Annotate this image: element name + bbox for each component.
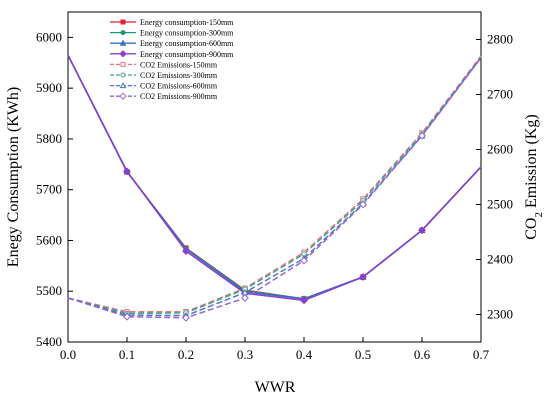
legend-label: CO2 Emissions-900mm (140, 92, 218, 101)
y-tick-label-left: 6000 (36, 29, 62, 44)
y-axis-label-left: Enegy Consumption (KWh) (5, 87, 22, 267)
data-point-marker (418, 131, 426, 140)
series-line (67, 54, 482, 302)
data-point-marker (120, 30, 126, 36)
legend-label: Energy consumption-300mm (140, 29, 234, 38)
y-tick-label-left: 5400 (36, 334, 62, 349)
legend-label: CO2 Emissions-300mm (140, 71, 218, 80)
data-point-marker (300, 296, 308, 305)
x-tick-label: 0.6 (414, 347, 431, 362)
x-tick-label: 0.1 (119, 347, 135, 362)
series-markers (123, 130, 426, 322)
legend-label: CO2 Emissions-600mm (140, 82, 218, 91)
data-point-marker (119, 50, 127, 58)
x-tick-label: 0.0 (60, 347, 76, 362)
y-ticks-right: 2300 2400 2500 2600 2700 2800 (476, 32, 513, 322)
data-point-marker (241, 294, 249, 302)
legend-label: Energy consumption-900mm (140, 50, 234, 59)
x-tick-label: 0.2 (178, 347, 194, 362)
legend-label: Energy consumption-600mm (140, 39, 234, 48)
data-point-marker (120, 19, 126, 25)
data-point-marker (182, 247, 190, 256)
series-line (67, 54, 482, 300)
y-tick-label-right: 2300 (487, 307, 513, 322)
y-tick-label-left: 5700 (36, 182, 62, 197)
data-point-marker (123, 167, 131, 176)
x-tick-label: 0.3 (237, 347, 253, 362)
y-tick-label-left: 5900 (36, 80, 62, 95)
data-point-marker (123, 312, 131, 321)
series-lines (67, 54, 482, 319)
data-point-marker (418, 226, 426, 235)
series-line (67, 56, 482, 315)
data-point-marker (300, 256, 308, 265)
legend-label: Energy consumption-150mm (140, 18, 234, 27)
y-tick-label-left: 5600 (36, 232, 62, 247)
y-tick-label-right: 2800 (487, 32, 513, 47)
data-point-marker (120, 72, 126, 78)
data-point-marker (119, 82, 127, 89)
series-line (67, 54, 482, 300)
y-tick-label-right: 2700 (487, 87, 513, 102)
y-tick-label-right: 2600 (487, 142, 513, 157)
data-point-marker (120, 61, 126, 67)
data-point-marker (182, 313, 190, 322)
series-line (67, 57, 482, 319)
plot-frame (67, 11, 482, 343)
legend: Energy consumption-150mm Energy consumpti… (110, 18, 234, 101)
data-point-marker (359, 200, 367, 209)
data-point-marker (119, 92, 127, 100)
data-point-marker (119, 39, 127, 46)
x-ticks: 0.0 0.1 0.2 0.3 0.4 0.5 0.6 0.7 (60, 337, 490, 362)
y-tick-label-left: 5500 (36, 283, 62, 298)
legend-label: CO2 Emissions-150mm (140, 60, 218, 69)
y-tick-label-right: 2400 (487, 252, 513, 267)
x-tick-label: 0.7 (473, 347, 490, 362)
series-line (67, 55, 482, 313)
data-point-marker (359, 273, 367, 281)
x-axis-label: WWR (255, 379, 296, 396)
series-line (67, 54, 482, 300)
y-ticks-left: 5400 5500 5600 5700 5800 5900 6000 (36, 29, 73, 349)
x-tick-label: 0.5 (355, 347, 371, 362)
y-axis-label-right: CO2 Emission (Kg) (523, 114, 545, 240)
y-tick-label-right: 2500 (487, 197, 513, 212)
x-tick-label: 0.4 (296, 347, 313, 362)
y-tick-label-left: 5800 (36, 131, 62, 146)
